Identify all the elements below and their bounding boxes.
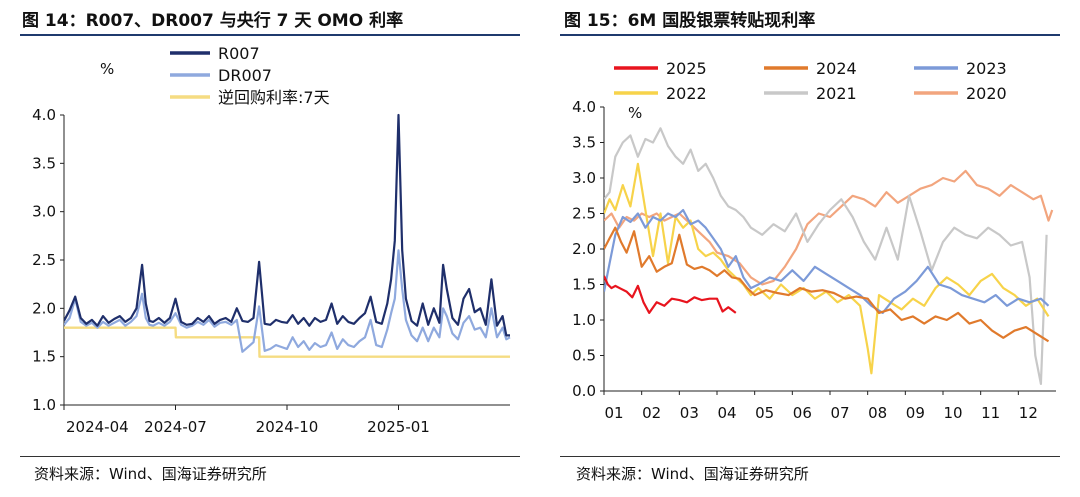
chart1-y-tick-label: 2.5 <box>32 251 56 269</box>
figure-15-source: 资料来源：Wind、国海证券研究所 <box>576 465 809 483</box>
chart1-y-tick-label: 4.0 <box>32 106 56 124</box>
chart2-y-tick-label: 4.0 <box>572 98 596 116</box>
footer-rule-right <box>560 456 1060 457</box>
chart2-x-tick-label: 11 <box>981 404 1000 422</box>
chart2-x-tick-label: 08 <box>868 404 887 422</box>
chart1-x-tick-label: 2024-07 <box>144 418 207 436</box>
chart2-series-line-6 <box>604 169 1054 286</box>
chart2-y-tick-label: 0.5 <box>572 347 596 365</box>
chart1-y-tick-label: 1.0 <box>32 396 56 414</box>
chart1-x-tick-label: 2025-01 <box>367 418 430 436</box>
chart1-legend-label-1: R007 <box>218 44 260 63</box>
chart2-series-line-2 <box>604 226 1050 343</box>
chart2-x-tick-label: 05 <box>755 404 774 422</box>
chart2-x-tick-label: 10 <box>943 404 962 422</box>
chart2-x-tick-label: 03 <box>680 404 699 422</box>
chart2-series-line-4 <box>604 162 1050 375</box>
chart2-legend-label-6: 2020 <box>966 84 1007 103</box>
chart2-unit-label: % <box>628 104 642 122</box>
chart1-y-tick-label: 1.5 <box>32 348 56 366</box>
chart2-legend-label-5: 2021 <box>816 84 857 103</box>
chart2-y-tick-label: 1.5 <box>572 276 596 294</box>
chart2-y-tick-label: 3.0 <box>572 169 596 187</box>
chart2-x-tick-label: 02 <box>642 404 661 422</box>
title-rule-right <box>560 34 1060 36</box>
chart1-series-line-1 <box>64 113 510 337</box>
chart2-y-tick-label: 2.5 <box>572 205 596 223</box>
chart2-x-tick-label: 04 <box>717 404 736 422</box>
chart1-series-line-3 <box>64 326 510 358</box>
chart1-legend-label-3: 逆回购利率:7天 <box>218 88 330 107</box>
chart1-legend-label-2: DR007 <box>218 66 272 85</box>
chart2-x-tick-label: 12 <box>1019 404 1038 422</box>
chart2-x-tick-label: 07 <box>830 404 849 422</box>
chart1-series-line-2 <box>64 249 511 353</box>
chart1-x-tick-label: 2024-10 <box>256 418 319 436</box>
chart2-series-line-3 <box>604 208 1050 314</box>
figure-14-title: 图 14：R007、DR007 与央行 7 天 OMO 利率 <box>22 11 404 31</box>
chart2-y-tick-label: 1.0 <box>572 311 596 329</box>
chart2-series-line-1 <box>604 275 737 314</box>
chart2-y-tick-label: 2.0 <box>572 240 596 258</box>
footer-rule-left <box>20 456 520 457</box>
figure-15-title: 图 15：6M 国股银票转贴现利率 <box>564 11 816 31</box>
chart1-y-tick-label: 2.0 <box>32 299 56 317</box>
chart2-legend-label-3: 2023 <box>966 59 1007 78</box>
chart1-y-tick-label: 3.5 <box>32 154 56 172</box>
chart2-y-tick-label: 0.0 <box>572 382 596 400</box>
chart2-y-tick-label: 3.5 <box>572 134 596 152</box>
figure-14-source: 资料来源：Wind、国海证券研究所 <box>34 465 267 483</box>
title-rule-left <box>20 34 520 36</box>
chart1-x-tick-label: 2024-04 <box>66 418 129 436</box>
chart1-y-tick-label: 3.0 <box>32 203 56 221</box>
chart2-legend-label-2: 2024 <box>816 59 857 78</box>
chart2-x-tick-label: 09 <box>906 404 925 422</box>
chart1-unit-label: % <box>100 60 114 78</box>
chart2-series-line-5 <box>604 127 1048 385</box>
chart2-x-tick-label: 06 <box>793 404 812 422</box>
chart2-legend-label-4: 2022 <box>666 84 707 103</box>
chart2-x-tick-label: 01 <box>604 404 623 422</box>
chart2-legend-label-1: 2025 <box>666 59 707 78</box>
